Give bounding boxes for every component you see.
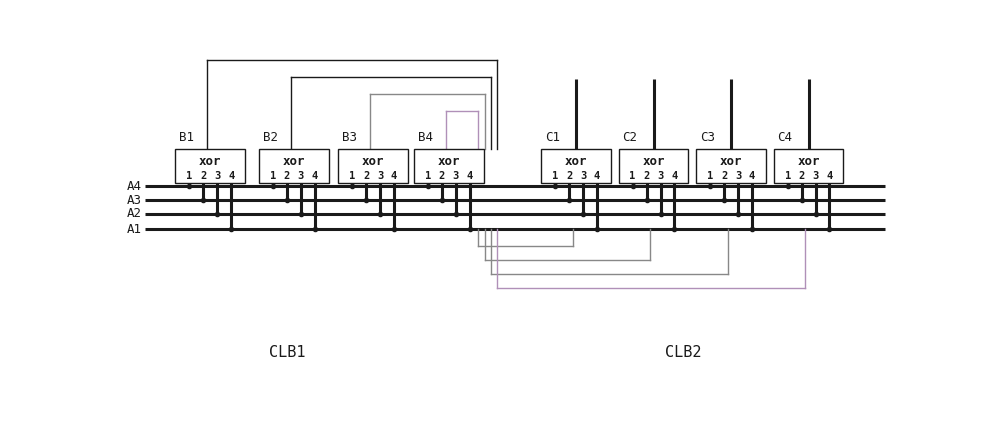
- Text: xor: xor: [565, 154, 587, 168]
- Text: 3: 3: [214, 170, 220, 181]
- Text: 3: 3: [453, 170, 459, 181]
- Text: 4: 4: [594, 170, 600, 181]
- Text: 4: 4: [671, 170, 678, 181]
- Bar: [774, 149, 843, 183]
- Text: C3: C3: [700, 131, 715, 144]
- Text: 4: 4: [391, 170, 397, 181]
- Text: 4: 4: [312, 170, 318, 181]
- Text: C2: C2: [623, 131, 638, 144]
- Text: xor: xor: [199, 154, 222, 168]
- Text: 3: 3: [298, 170, 304, 181]
- Text: 1: 1: [707, 170, 713, 181]
- Text: 2: 2: [439, 170, 445, 181]
- Text: CLB2: CLB2: [665, 345, 701, 360]
- Text: 1: 1: [349, 170, 355, 181]
- Text: B1: B1: [179, 131, 194, 144]
- Text: B3: B3: [342, 131, 357, 144]
- Text: 1: 1: [186, 170, 192, 181]
- Text: 1: 1: [425, 170, 431, 181]
- Text: xor: xor: [438, 154, 460, 168]
- Bar: [414, 149, 484, 183]
- Text: xor: xor: [283, 154, 305, 168]
- Text: A3: A3: [127, 194, 142, 206]
- Text: 2: 2: [721, 170, 727, 181]
- Text: 3: 3: [735, 170, 741, 181]
- Text: A4: A4: [127, 180, 142, 193]
- Text: 2: 2: [200, 170, 206, 181]
- Text: 2: 2: [566, 170, 572, 181]
- Text: C4: C4: [778, 131, 793, 144]
- Text: CLB1: CLB1: [270, 345, 306, 360]
- Text: 2: 2: [798, 170, 805, 181]
- Text: 3: 3: [580, 170, 586, 181]
- Text: 4: 4: [826, 170, 833, 181]
- Text: A2: A2: [127, 207, 142, 220]
- Text: 1: 1: [784, 170, 791, 181]
- Bar: [338, 149, 408, 183]
- Text: xor: xor: [797, 154, 820, 168]
- Text: 2: 2: [363, 170, 369, 181]
- Bar: [175, 149, 245, 183]
- Bar: [541, 149, 611, 183]
- Text: xor: xor: [720, 154, 742, 168]
- Text: C1: C1: [545, 131, 560, 144]
- Text: 3: 3: [657, 170, 664, 181]
- Bar: [259, 149, 329, 183]
- Text: A1: A1: [127, 223, 142, 236]
- Text: xor: xor: [642, 154, 665, 168]
- Text: 1: 1: [630, 170, 636, 181]
- Text: B2: B2: [263, 131, 278, 144]
- Text: 3: 3: [377, 170, 383, 181]
- Text: xor: xor: [362, 154, 384, 168]
- Text: 2: 2: [284, 170, 290, 181]
- Text: 1: 1: [270, 170, 276, 181]
- Text: 3: 3: [812, 170, 819, 181]
- Bar: [619, 149, 688, 183]
- Text: 4: 4: [467, 170, 473, 181]
- Text: 4: 4: [228, 170, 234, 181]
- Text: 2: 2: [643, 170, 650, 181]
- Text: B4: B4: [418, 131, 433, 144]
- Bar: [696, 149, 766, 183]
- Text: 1: 1: [552, 170, 558, 181]
- Text: 4: 4: [749, 170, 755, 181]
